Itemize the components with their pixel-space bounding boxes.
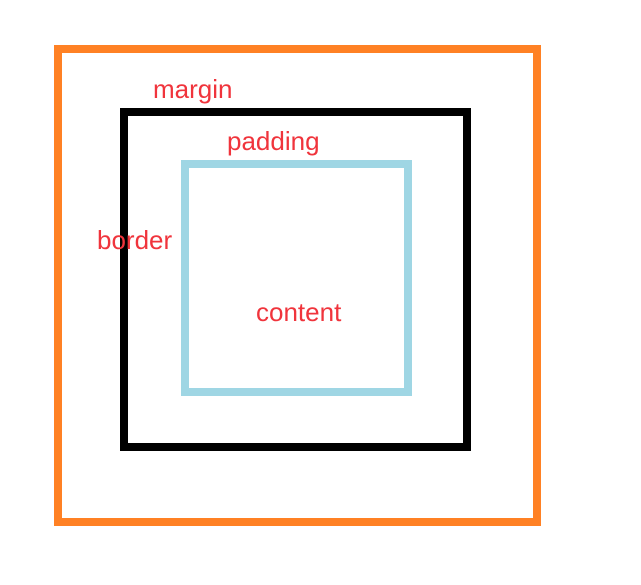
- border-box-outline: [120, 108, 471, 451]
- content-box-outline: [181, 160, 412, 396]
- content-label: content: [256, 297, 342, 327]
- padding-label: padding: [227, 126, 320, 156]
- margin-label: margin: [153, 74, 233, 104]
- margin-box-outline: [54, 45, 541, 526]
- border-label: border: [97, 225, 173, 255]
